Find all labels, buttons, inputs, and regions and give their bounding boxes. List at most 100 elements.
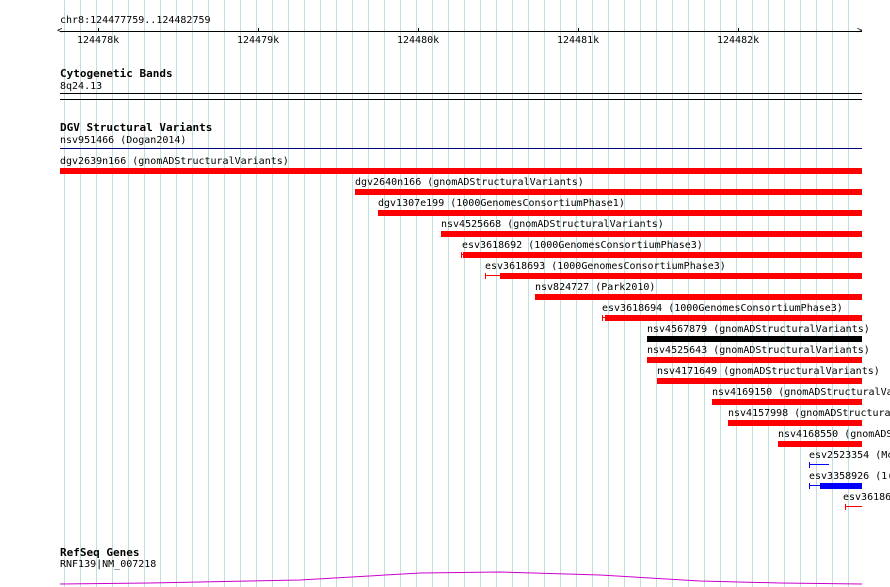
grid-line [208,0,209,587]
sv-label[interactable]: esv36186 [843,492,890,503]
sv-feature[interactable] [778,441,862,447]
sv-feature[interactable] [820,483,862,489]
sv-feature-start [809,483,810,489]
sv-feature[interactable] [845,504,846,510]
sv-label[interactable]: nsv951466 (Dogan2014) [60,135,187,146]
sv-feature[interactable] [500,273,862,279]
sv-feature[interactable] [728,420,862,426]
sv-feature[interactable] [463,252,862,258]
sv-feature[interactable] [355,189,862,195]
grid-line [704,0,705,587]
grid-line [480,0,481,587]
cytoband-line-bottom [60,99,862,100]
sv-feature-start [461,252,462,258]
sv-feature[interactable] [657,378,862,384]
cytoband-track-title[interactable]: Cytogenetic Bands [60,67,173,80]
sv-feature-start [602,315,603,321]
sv-feature-start [485,273,486,279]
ruler-left-arrow: < [57,26,63,36]
ruler-tick [258,28,259,32]
grid-line [800,0,801,587]
sv-label[interactable]: esv3618693 (1000GenomesConsortiumPhase3) [485,261,726,272]
sv-label[interactable]: dgv2640n166 (gnomADStructuralVariants) [355,177,584,188]
ruler-axis [60,31,862,32]
sv-feature[interactable] [809,462,810,468]
ruler-tick [738,28,739,32]
ruler-tick-label: 124482k [717,35,760,46]
grid-line [576,0,577,587]
sv-feature[interactable] [441,231,862,237]
grid-line [272,0,273,587]
ruler-tick-label: 124478k [77,35,120,46]
sv-feature[interactable] [605,315,862,321]
dgv-track-title[interactable]: DGV Structural Variants [60,121,213,134]
sv-label[interactable]: esv3358926 (1( [809,471,890,482]
sv-label[interactable]: nsv4567879 (gnomADStructuralVariants) [647,324,870,335]
refseq-track-title[interactable]: RefSeq Genes [60,546,140,559]
grid-line [512,0,513,587]
ruler-tick-label: 124480k [397,35,440,46]
grid-line [608,0,609,587]
sv-feature-stub [461,254,463,255]
sv-label[interactable]: esv3618694 (1000GenomesConsortiumPhase3) [602,303,843,314]
cytoband-line-top [60,93,862,94]
grid-line [192,0,193,587]
sv-label[interactable]: esv3618692 (1000GenomesConsortiumPhase3) [462,240,703,251]
grid-line [320,0,321,587]
grid-line [144,0,145,587]
ruler-tick-label: 124479k [237,35,280,46]
cytoband-label: 8q24.13 [60,81,103,92]
grid-line [304,0,305,587]
sv-feature[interactable] [60,168,862,174]
grid-line [416,0,417,587]
sv-label[interactable]: dgv1307e199 (1000GenomesConsortiumPhase1… [378,198,625,209]
sv-feature[interactable] [647,357,862,363]
grid-line [720,0,721,587]
sv-feature[interactable] [535,294,862,300]
sv-label[interactable]: esv2523354 (Mc [809,450,890,461]
grid-line [816,0,817,587]
grid-line [336,0,337,587]
sv-label[interactable]: nsv4525668 (gnomADStructuralVariants) [441,219,664,230]
sv-label[interactable]: nsv4169150 (gnomADStructuralVa [712,387,890,398]
sv-feature[interactable] [647,336,862,342]
grid-line [832,0,833,587]
grid-line [176,0,177,587]
sv-feature[interactable] [378,210,862,216]
grid-line [544,0,545,587]
sv-label[interactable]: dgv2639n166 (gnomADStructuralVariants) [60,156,289,167]
sv-label[interactable]: nsv4168550 (gnomADS [778,429,890,440]
grid-line [528,0,529,587]
grid-line [432,0,433,587]
grid-line [64,0,65,587]
sv-label[interactable]: nsv4525643 (gnomADStructuralVariants) [647,345,870,356]
sv-feature-stub [485,275,500,276]
sv-label[interactable]: nsv4171649 (gnomADStructuralVariants) [657,366,880,377]
grid-line [160,0,161,587]
sv-label[interactable]: nsv824727 (Park2010) [535,282,656,293]
grid-line [448,0,449,587]
grid-line [288,0,289,587]
grid-line [80,0,81,587]
ruler-tick-label: 124481k [557,35,600,46]
sv-label[interactable]: nsv4157998 (gnomADStructura [728,408,890,419]
grid-line [352,0,353,587]
grid-line [464,0,465,587]
grid-line [112,0,113,587]
grid-line [656,0,657,587]
grid-line [784,0,785,587]
sv-feature[interactable] [712,399,862,405]
ruler-tick [578,28,579,32]
sv-feature[interactable] [60,148,862,149]
ruler-tick [418,28,419,32]
grid-line [688,0,689,587]
ruler-tick [98,28,99,32]
grid-line [224,0,225,587]
grid-line [368,0,369,587]
refseq-gene-glyph[interactable] [0,566,890,587]
sv-feature-stub [845,506,862,507]
region-label: chr8:124477759..124482759 [60,15,211,26]
